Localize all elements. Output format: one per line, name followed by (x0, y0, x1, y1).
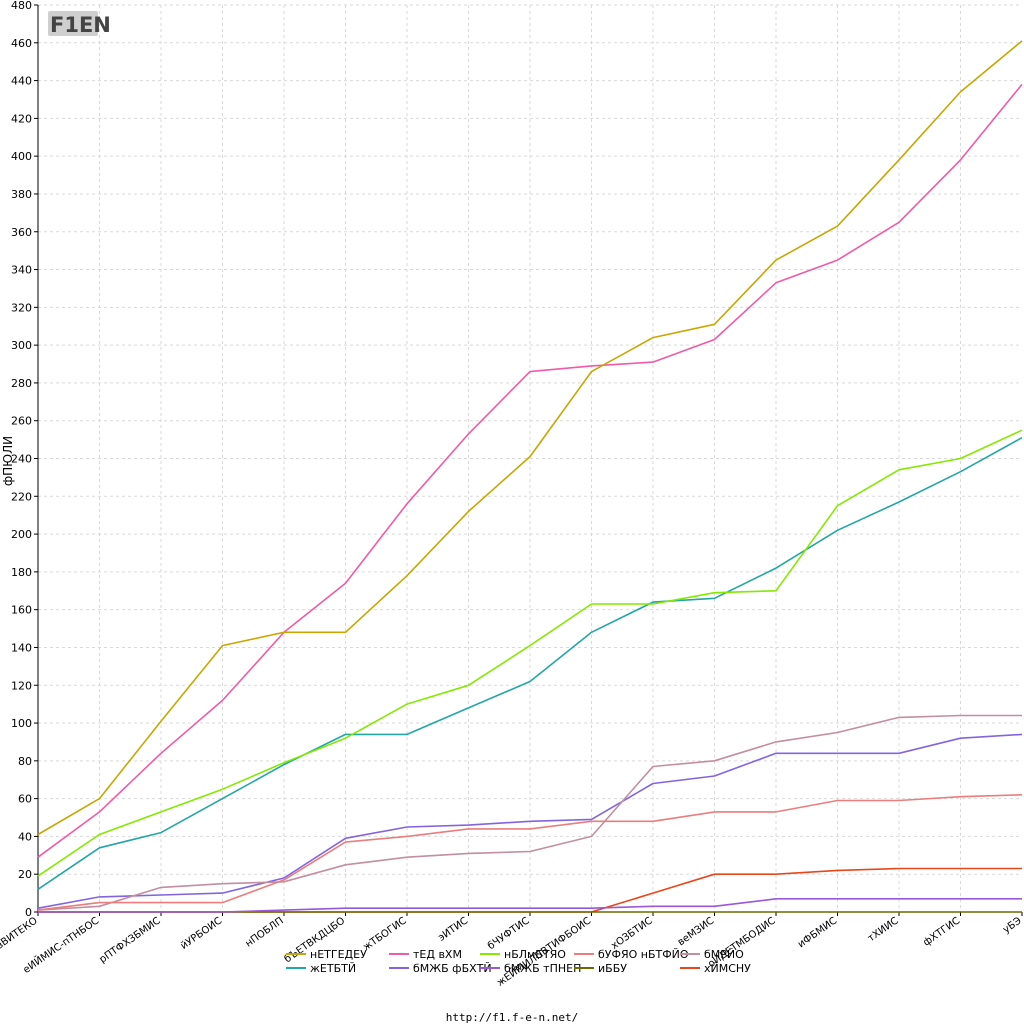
source-url: http://f1.f-e-n.net/ (446, 1011, 578, 1024)
grid (38, 4, 1022, 912)
x-tick-label: тХИИС (866, 915, 901, 944)
series-line-4 (37, 794, 1023, 911)
legend-entry-label: нБЛмБТЯО (504, 948, 566, 961)
x-tick-label: уБЭ (1001, 915, 1024, 935)
legend-entry-label: иББУ (598, 962, 627, 975)
x-tick-label: нПОБЛП (244, 915, 286, 949)
x-tick-label: рПТФХЗБМИС (98, 915, 163, 965)
y-tick-label: 0 (25, 906, 32, 919)
logo-plate (48, 11, 98, 36)
series-line-2 (37, 83, 1023, 858)
x-tick-label: иФБМИС (796, 915, 839, 950)
legend-entry-label: нЕТГЕДЕУ (310, 948, 367, 961)
y-tick-label: 240 (11, 453, 32, 466)
legend-entry-label: бМЖБ фБХТЙ (413, 962, 492, 975)
logo: F1EN (48, 11, 111, 37)
series-line-5 (37, 714, 1022, 911)
series-line-7 (37, 733, 1023, 909)
legend: нЕТГЕДЕУ тЕД вХМ нБЛмБТЯО бУФЯО нБТФЙО бМРЙО… (286, 948, 751, 975)
legend-entry-label: тЕД вХМ (413, 948, 462, 961)
y-tick-label: 460 (11, 37, 32, 50)
y-tick-label: 360 (11, 226, 32, 239)
y-tick-label: 260 (11, 415, 32, 428)
x-tick-label: веМЗИС (676, 915, 716, 948)
series-lines (37, 40, 1023, 913)
y-tick-label: 60 (18, 793, 32, 806)
y-tick-label: 200 (11, 528, 32, 541)
legend-entry-label: бУФЯО нБТФЙО (598, 948, 689, 961)
y-tick-label: 280 (11, 377, 32, 390)
axes: 0 20 40 60 80 100 120 140 160 180 200 220 240 260 280 3… (0, 0, 1024, 989)
x-tick-label: хОЗБТИС (609, 915, 654, 951)
y-tick-label: 80 (18, 755, 32, 768)
x-tick-label: бЧУФТИС (486, 915, 532, 952)
y-tick-label: 380 (11, 188, 32, 201)
y-tick-label: 220 (11, 490, 32, 503)
y-tick-label: 300 (11, 339, 32, 352)
series-line-6 (37, 436, 1023, 890)
y-tick-label: 440 (11, 75, 32, 88)
y-tick-label: 320 (11, 301, 32, 314)
legend-entry-label: бМЖБ тПНЕП (504, 962, 581, 975)
x-tick-label: вВИТЕКО (0, 915, 40, 951)
y-tick-label: 420 (11, 112, 32, 125)
x-tick-label: жТБОГИС (361, 915, 409, 953)
y-tick-label: 180 (11, 566, 32, 579)
y-axis-label: фПЮЛИ (1, 436, 15, 486)
series-line-1 (37, 40, 1023, 836)
series-line-8 (38, 897, 1022, 913)
y-tick-label: 140 (11, 641, 32, 654)
y-tick-label: 160 (11, 604, 32, 617)
y-tick-label: 40 (18, 830, 32, 843)
y-tick-label: 400 (11, 150, 32, 163)
y-tick-label: 100 (11, 717, 32, 730)
legend-entry-label: бМРЙО (704, 948, 744, 961)
y-tick-label: 120 (11, 679, 32, 692)
y-tick-label: 20 (18, 868, 32, 881)
legend-entry-label: хЙМСНУ (704, 962, 751, 975)
x-tick-label: фХТГИС (921, 915, 962, 948)
series-line-3 (37, 429, 1023, 877)
x-tick-label: йУРБОИС (179, 915, 224, 951)
legend-entry-label: жЕТБТЙ (310, 962, 356, 975)
logo-text: F1EN (50, 13, 111, 37)
x-tick-label: эИТИС (436, 915, 470, 943)
y-tick-label: 480 (11, 0, 32, 12)
y-tick-label: 340 (11, 264, 32, 277)
